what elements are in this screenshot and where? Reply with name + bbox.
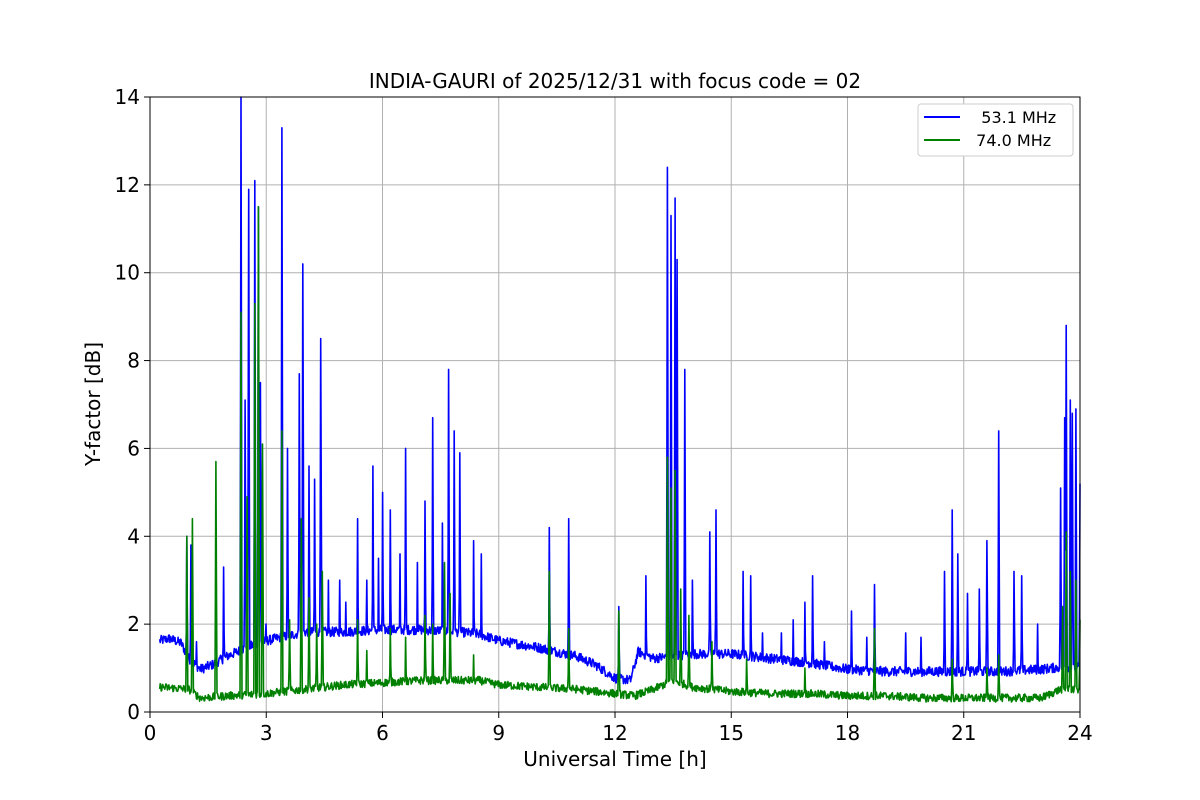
x-tick-label: 15 xyxy=(719,721,744,745)
x-tick-label: 6 xyxy=(376,721,389,745)
series-line-2 xyxy=(158,206,1081,703)
x-tick-label: 24 xyxy=(1067,721,1092,745)
legend-label-1: 53.1 MHz xyxy=(966,108,1056,127)
legend-label-2: 74.0 MHz xyxy=(966,131,1051,150)
y-tick-label: 10 xyxy=(115,261,140,285)
x-axis-label: Universal Time [h] xyxy=(523,747,706,771)
y-tick-label: 12 xyxy=(115,173,140,197)
y-axis: 0 2 4 6 8 10 12 14 xyxy=(115,85,150,724)
y-tick-label: 2 xyxy=(127,612,140,636)
y-tick-label: 0 xyxy=(127,700,140,724)
x-tick-label: 0 xyxy=(144,721,157,745)
x-tick-label: 3 xyxy=(260,721,273,745)
x-axis: 0 3 6 9 12 15 18 21 24 xyxy=(144,712,1093,745)
y-tick-label: 4 xyxy=(127,524,140,548)
y-tick-label: 14 xyxy=(115,85,140,109)
x-tick-label: 18 xyxy=(835,721,860,745)
plot-series xyxy=(158,96,1081,703)
chart-title: INDIA-GAURI of 2025/12/31 with focus cod… xyxy=(369,69,861,93)
x-tick-label: 12 xyxy=(602,721,627,745)
y-tick-label: 6 xyxy=(127,436,140,460)
legend: 53.1 MHz 74.0 MHz xyxy=(917,103,1074,157)
x-tick-label: 21 xyxy=(951,721,976,745)
y-tick-label: 8 xyxy=(127,349,140,373)
x-tick-label: 9 xyxy=(492,721,505,745)
y-axis-label: Y-factor [dB] xyxy=(81,342,105,467)
